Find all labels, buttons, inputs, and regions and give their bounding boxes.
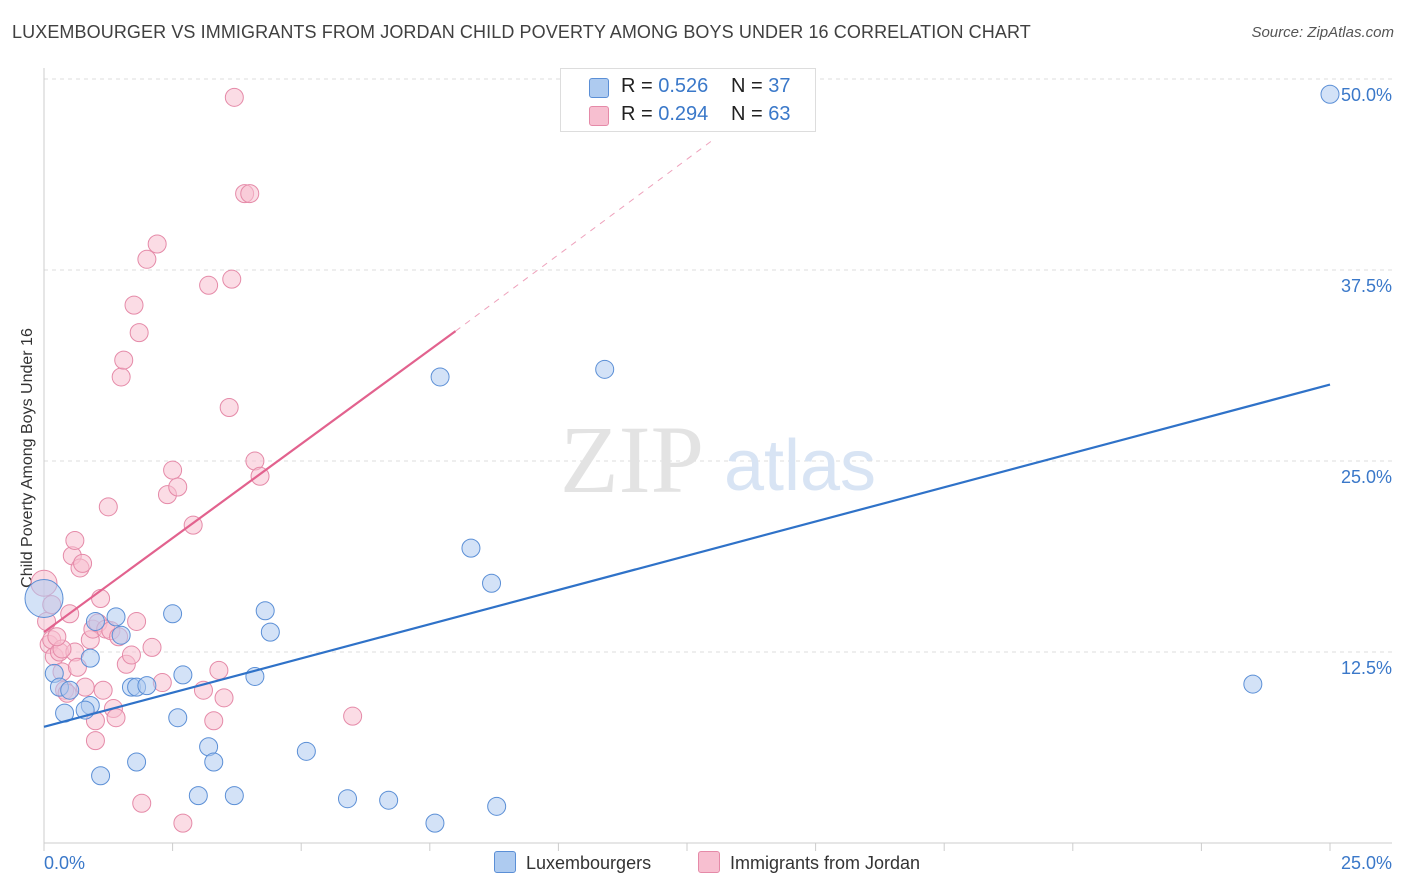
point-luxembourger xyxy=(461,538,481,558)
point-jordan xyxy=(222,269,242,289)
x-tick-label: 25.0% xyxy=(1341,853,1392,873)
trend-lines xyxy=(43,139,1331,728)
point-luxembourger xyxy=(24,579,64,619)
point-jordan xyxy=(91,589,111,609)
point-jordan xyxy=(65,530,85,550)
point-jordan xyxy=(98,497,118,517)
point-jordan xyxy=(209,660,229,680)
point-luxembourger xyxy=(595,359,615,379)
point-luxembourger xyxy=(204,752,224,772)
point-luxembourger xyxy=(379,790,399,810)
point-luxembourger xyxy=(127,752,147,772)
point-jordan xyxy=(137,249,157,269)
legend-label: Immigrants from Jordan xyxy=(730,853,921,873)
y-tick-label: 37.5% xyxy=(1341,276,1392,296)
legend-n: N = 37 xyxy=(731,75,791,97)
legend-r: R = 0.294 xyxy=(621,103,709,125)
legend-label: Luxembourgers xyxy=(526,853,652,873)
point-luxembourger xyxy=(260,622,280,642)
legend-swatch-blue xyxy=(589,78,609,98)
point-luxembourger xyxy=(1320,84,1340,104)
chart-title: LUXEMBOURGER VS IMMIGRANTS FROM JORDAN C… xyxy=(12,22,1031,42)
watermark-atlas: atlas xyxy=(724,426,876,506)
legend-row-luxembourgers: R = 0.526 N = 37 xyxy=(561,73,815,101)
point-luxembourger xyxy=(91,766,111,786)
y-tick-label: 50.0% xyxy=(1341,85,1392,105)
legend-swatch-blue xyxy=(494,851,516,873)
point-luxembourger xyxy=(137,676,157,696)
point-luxembourger xyxy=(337,789,357,809)
point-jordan xyxy=(106,708,126,728)
legend-item-luxembourgers: Luxembourgers xyxy=(494,851,651,874)
point-jordan xyxy=(173,813,193,833)
series-luxembourgers xyxy=(24,84,1340,833)
point-jordan xyxy=(47,627,67,647)
gridlines xyxy=(44,78,1392,653)
point-jordan xyxy=(111,367,131,387)
point-jordan xyxy=(127,611,147,631)
point-jordan xyxy=(224,87,244,107)
point-jordan xyxy=(163,460,183,480)
axes xyxy=(43,68,1392,851)
point-jordan xyxy=(240,184,260,204)
point-luxembourger xyxy=(1243,674,1263,694)
chart-source: Source: ZipAtlas.com xyxy=(1251,24,1394,41)
point-jordan xyxy=(132,793,152,813)
legend-n: N = 63 xyxy=(731,103,791,125)
point-jordan xyxy=(73,553,93,573)
point-luxembourger xyxy=(425,813,445,833)
point-luxembourger xyxy=(188,786,208,806)
point-luxembourger xyxy=(163,604,183,624)
y-tick-label: 25.0% xyxy=(1341,467,1392,487)
point-luxembourger xyxy=(224,786,244,806)
point-jordan xyxy=(214,688,234,708)
watermark-zip: ZIP xyxy=(560,406,704,513)
series-immigrants-from-jordan xyxy=(30,87,363,833)
tick-labels: 12.5% 25.0% 37.5% 50.0% 0.0% 25.0% xyxy=(44,85,1392,873)
point-jordan xyxy=(67,657,87,677)
legend-row-jordan: R = 0.294 N = 63 xyxy=(561,101,815,129)
trend-line-luxembourgers xyxy=(43,383,1331,728)
point-jordan xyxy=(168,477,188,497)
trend-line-jordan xyxy=(43,330,457,634)
y-tick-label: 12.5% xyxy=(1341,658,1392,678)
point-jordan xyxy=(75,677,95,697)
legend-item-jordan: Immigrants from Jordan xyxy=(698,851,920,874)
x-tick-label: 0.0% xyxy=(44,853,85,873)
point-jordan xyxy=(152,673,172,693)
correlation-legend: R = 0.526 N = 37 R = 0.294 N = 63 xyxy=(560,68,816,132)
point-jordan xyxy=(147,234,167,254)
point-jordan xyxy=(343,706,363,726)
point-jordan xyxy=(121,645,141,665)
point-luxembourger xyxy=(296,741,316,761)
point-jordan xyxy=(124,295,144,315)
watermark: ZIP atlas xyxy=(560,406,876,513)
point-luxembourger xyxy=(106,607,126,627)
legend-swatch-pink xyxy=(589,106,609,126)
point-jordan xyxy=(204,711,224,731)
point-luxembourger xyxy=(111,625,131,645)
point-luxembourger xyxy=(60,680,80,700)
point-jordan xyxy=(114,350,134,370)
point-luxembourger xyxy=(80,648,100,668)
point-luxembourger xyxy=(173,665,193,685)
point-luxembourger xyxy=(255,601,275,621)
point-jordan xyxy=(199,275,219,295)
point-jordan xyxy=(219,398,239,418)
point-jordan xyxy=(129,323,149,343)
trend-line-jordan-extension xyxy=(455,139,714,332)
legend-r: R = 0.526 xyxy=(621,75,709,97)
point-luxembourger xyxy=(487,796,507,816)
point-luxembourger xyxy=(482,573,502,593)
point-jordan xyxy=(85,731,105,751)
point-luxembourger xyxy=(430,367,450,387)
point-luxembourger xyxy=(85,611,105,631)
point-luxembourger xyxy=(168,708,188,728)
point-jordan xyxy=(93,680,113,700)
legend-swatch-pink xyxy=(698,851,720,873)
point-jordan xyxy=(142,637,162,657)
